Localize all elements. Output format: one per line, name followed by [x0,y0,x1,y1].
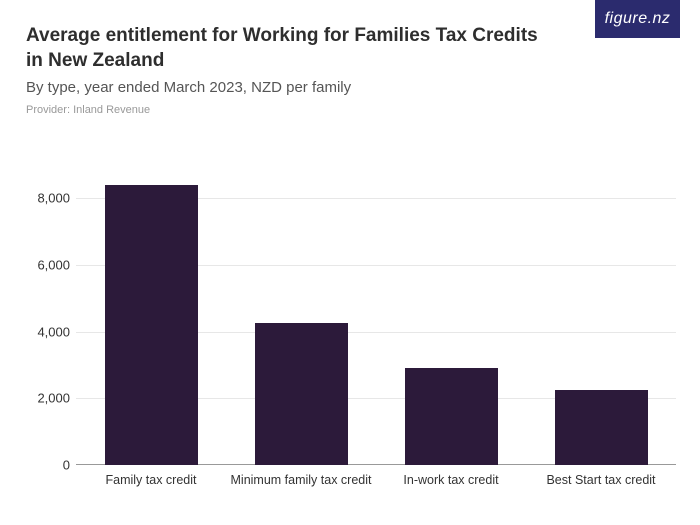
title-line-2: in New Zealand [26,50,164,71]
y-tick-label: 8,000 [26,191,70,206]
figure-nz-logo: figure.nz [595,0,680,38]
bar [105,185,198,465]
x-tick-label: Minimum family tax credit [231,473,372,487]
x-tick-label: In-work tax credit [403,473,498,487]
y-tick-label: 2,000 [26,391,70,406]
y-tick-label: 6,000 [26,258,70,273]
bar [255,323,348,465]
x-tick-label: Family tax credit [106,473,197,487]
y-tick-label: 0 [26,458,70,473]
chart-provider: Provider: Inland Revenue [26,104,580,116]
bar [555,390,648,465]
chart-header: Average entitlement for Working for Fami… [26,24,580,116]
bar-chart: 0 2,000 4,000 6,000 8,000 Family tax credit Mi… [26,165,676,500]
chart-title: Average entitlement for Working for Fami… [26,24,580,73]
y-tick-label: 4,000 [26,324,70,339]
plot-area [76,165,676,465]
x-tick-label: Best Start tax credit [546,473,655,487]
bar [405,368,498,465]
logo-text: figure.nz [605,10,671,28]
title-line-1: Average entitlement for Working for Fami… [26,25,538,46]
chart-subtitle: By type, year ended March 2023, NZD per … [26,79,580,96]
